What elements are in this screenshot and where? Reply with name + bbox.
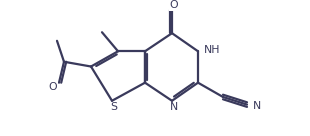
Text: N: N xyxy=(170,102,178,112)
Text: S: S xyxy=(110,102,117,112)
Text: O: O xyxy=(170,0,178,10)
Text: O: O xyxy=(49,82,57,92)
Text: NH: NH xyxy=(204,45,220,55)
Text: N: N xyxy=(253,101,261,112)
